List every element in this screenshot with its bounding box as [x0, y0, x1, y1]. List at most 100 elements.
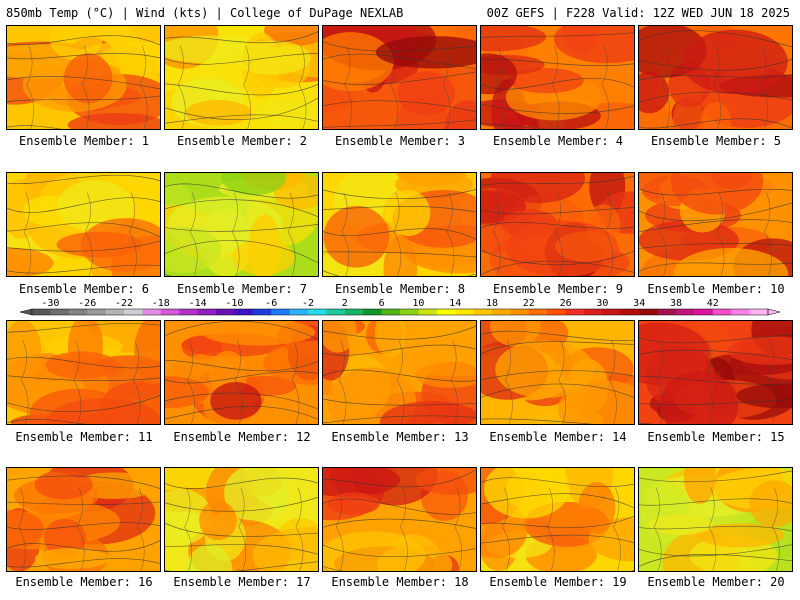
- colorbar-tick-label: -10: [225, 298, 243, 309]
- member-map-panel: [322, 25, 477, 130]
- temperature-field: [481, 26, 634, 129]
- colorbar-tick-label: 10: [412, 298, 424, 309]
- member-map-panel: [164, 320, 319, 425]
- ensemble-member-label: Ensemble Member: 14: [489, 430, 627, 444]
- colorbar-swatch: [50, 309, 70, 315]
- ensemble-member-label: Ensemble Member: 6: [18, 282, 150, 296]
- temperature-field: [639, 26, 792, 129]
- member-map-panel: [638, 467, 793, 572]
- colorbar-swatch: [68, 309, 88, 315]
- ensemble-member-label: Ensemble Member: 20: [647, 575, 785, 589]
- colorbar-right-arrow: [767, 308, 781, 316]
- model-run-info: 00Z GEFS | F228 Valid: 12Z WED JUN 18 20…: [486, 6, 790, 20]
- ensemble-member-label: Ensemble Member: 5: [650, 134, 782, 148]
- colorbar-swatch: [363, 309, 382, 315]
- temperature-field: [481, 173, 634, 276]
- colorbar-tick-label: 38: [670, 298, 682, 309]
- map-title: 850mb Temp (°C) | Wind (kts) | College o…: [6, 6, 404, 20]
- member-map-panel: [322, 467, 477, 572]
- temperature-field: [323, 26, 476, 129]
- ensemble-member-label: Ensemble Member: 15: [647, 430, 785, 444]
- colorbar-left-arrow: [19, 308, 33, 316]
- colorbar-swatch: [436, 309, 456, 315]
- colorbar-swatch: [620, 309, 640, 315]
- colorbar-tick-label: 6: [379, 298, 385, 309]
- ensemble-member-label: Ensemble Member: 19: [489, 575, 627, 589]
- ensemble-member-label: Ensemble Member: 2: [176, 134, 308, 148]
- colorbar-swatch: [32, 309, 51, 315]
- colorbar-tick-label: 30: [596, 298, 608, 309]
- colorbar-swatch: [510, 309, 530, 315]
- colorbar-swatch: [473, 309, 493, 315]
- colorbar-swatch: [252, 309, 272, 315]
- colorbar-tick-label: 18: [486, 298, 498, 309]
- colorbar-swatch: [400, 309, 419, 315]
- ensemble-member-label: Ensemble Member: 1: [18, 134, 150, 148]
- temperature-field: [165, 26, 318, 129]
- colorbar-swatch: [492, 309, 511, 315]
- colorbar-tick-label: -30: [41, 298, 59, 309]
- colorbar-swatch: [639, 309, 658, 315]
- colorbar-tick-label: 2: [342, 298, 348, 309]
- colorbar-swatch: [197, 309, 217, 315]
- colorbar-tick-label: 42: [707, 298, 719, 309]
- temperature-field: [7, 321, 160, 424]
- member-map-panel: [638, 25, 793, 130]
- colorbar-swatch: [179, 309, 198, 315]
- colorbar-tick-label: -26: [78, 298, 96, 309]
- temperature-field: [639, 468, 792, 571]
- ensemble-member-label: Ensemble Member: 4: [492, 134, 624, 148]
- colorbar-swatch: [344, 309, 364, 315]
- colorbar-swatch: [216, 309, 235, 315]
- ensemble-member-label: Ensemble Member: 10: [647, 282, 785, 296]
- ensemble-member-label: Ensemble Member: 17: [173, 575, 311, 589]
- member-map-panel: [164, 172, 319, 277]
- temperature-field: [165, 468, 318, 571]
- member-map-panel: [480, 467, 635, 572]
- temperature-field: [7, 173, 160, 276]
- colorbar-swatch: [749, 309, 769, 315]
- temperature-field: [7, 468, 160, 571]
- colorbar-tick-label: -6: [265, 298, 277, 309]
- member-map-panel: [6, 172, 161, 277]
- member-map-panel: [6, 320, 161, 425]
- colorbar-swatch: [381, 309, 401, 315]
- temperature-field: [165, 321, 318, 424]
- ensemble-member-label: Ensemble Member: 8: [334, 282, 466, 296]
- colorbar-swatch: [455, 309, 474, 315]
- ensemble-member-label: Ensemble Member: 11: [15, 430, 153, 444]
- member-map-panel: [164, 467, 319, 572]
- temperature-field: [323, 468, 476, 571]
- ensemble-member-label: Ensemble Member: 12: [173, 430, 311, 444]
- member-map-panel: [164, 25, 319, 130]
- colorbar-swatch: [308, 309, 327, 315]
- temperature-field: [323, 321, 476, 424]
- colorbar-swatch: [584, 309, 603, 315]
- member-map-panel: [480, 172, 635, 277]
- temperature-field: [639, 173, 792, 276]
- temperature-field: [639, 321, 792, 424]
- ensemble-member-label: Ensemble Member: 9: [492, 282, 624, 296]
- member-map-panel: [322, 320, 477, 425]
- member-map-panel: [480, 320, 635, 425]
- member-map-panel: [480, 25, 635, 130]
- colorbar-swatch: [602, 309, 622, 315]
- colorbar-tick-label: 34: [633, 298, 645, 309]
- ensemble-member-label: Ensemble Member: 7: [176, 282, 308, 296]
- colorbar-tick-label: -22: [115, 298, 133, 309]
- temperature-colorbar: -30 -26 -22 -18 -14 -10 -6 -2 2 6 10 14 18 22 26 30 34 38…: [10, 296, 790, 320]
- temperature-field: [165, 173, 318, 276]
- colorbar-tick-label: -2: [302, 298, 314, 309]
- ensemble-member-label: Ensemble Member: 18: [331, 575, 469, 589]
- member-map-panel: [638, 172, 793, 277]
- colorbar-tick-label: 22: [523, 298, 535, 309]
- member-map-panel: [6, 467, 161, 572]
- colorbar-swatch: [289, 309, 309, 315]
- colorbar-swatch: [676, 309, 695, 315]
- colorbar-swatch: [234, 309, 254, 315]
- temperature-field: [7, 26, 160, 129]
- ensemble-member-label: Ensemble Member: 16: [15, 575, 153, 589]
- temperature-field: [323, 173, 476, 276]
- colorbar-swatch: [547, 309, 566, 315]
- colorbar-swatch: [418, 309, 438, 315]
